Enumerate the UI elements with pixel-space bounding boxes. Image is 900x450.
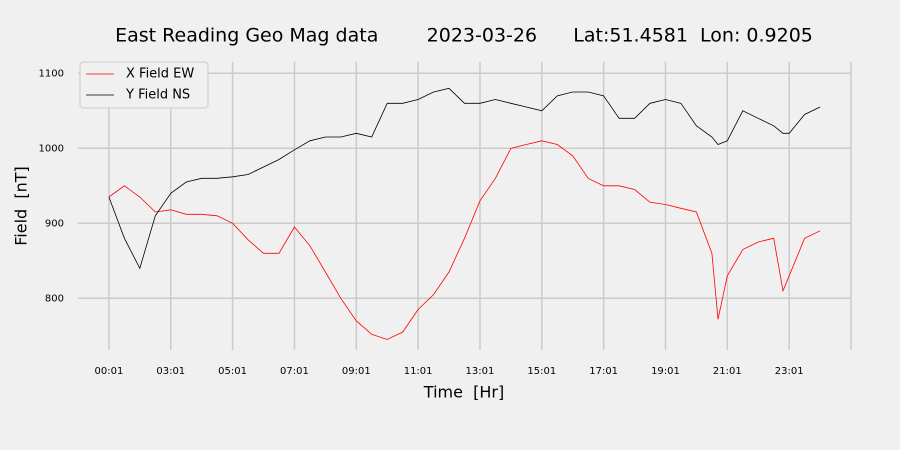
x-tick-label: 17:01 — [589, 366, 618, 377]
x-tick-label: 07:01 — [280, 366, 309, 377]
x-tick-label: 21:01 — [713, 366, 742, 377]
x-tick-label: 23:01 — [775, 366, 804, 377]
line-series — [108, 87, 821, 270]
y-tick-label: 1100 — [39, 68, 64, 79]
line-series — [108, 140, 821, 340]
x-tick-label: 09:01 — [342, 366, 371, 377]
chart-title: East Reading Geo Mag data 2023-03-26 Lat… — [115, 25, 813, 47]
x-tick-label: 05:01 — [218, 366, 247, 377]
x-tick-label: 19:01 — [651, 366, 680, 377]
y-tick-label: 800 — [45, 293, 64, 304]
x-axis-label: Time [Hr] — [423, 383, 504, 402]
x-tick-label: 13:01 — [466, 366, 495, 377]
x-tick-label: 11:01 — [404, 366, 433, 377]
legend-label: Y Field NS — [125, 88, 190, 103]
y-tick-label: 900 — [45, 218, 64, 229]
y-axis-label: Field [nT] — [12, 166, 31, 246]
y-tick-label: 1000 — [39, 143, 64, 154]
legend-box — [79, 61, 209, 109]
legend-label: X Field EW — [126, 67, 194, 82]
x-tick-label: 00:01 — [95, 366, 124, 377]
x-tick-label: 03:01 — [156, 366, 185, 377]
x-tick-label: 15:01 — [527, 366, 556, 377]
